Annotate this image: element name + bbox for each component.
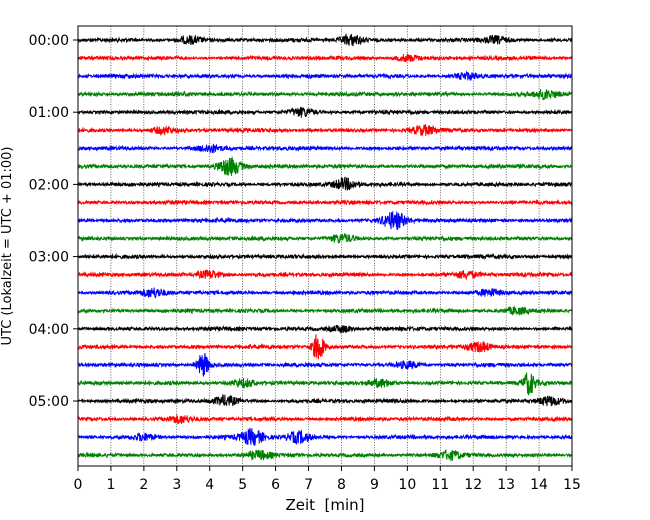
trace-line: [77, 414, 573, 425]
trace-line: [77, 156, 573, 176]
x-tick-label: 2: [139, 477, 148, 493]
y-tick-label: 04:00: [29, 322, 69, 338]
x-tick-label: 15: [563, 477, 581, 493]
y-tick-label: 00:00: [29, 33, 69, 49]
trace-line: [77, 448, 573, 462]
trace-line: [77, 334, 573, 360]
x-tick-label: 4: [205, 477, 214, 493]
x-axis-title: Zeit [min]: [285, 496, 364, 514]
x-tick-label: 1: [106, 477, 115, 493]
trace-line: [77, 372, 573, 396]
y-tick-label: 02:00: [29, 177, 69, 193]
x-tick-label: 3: [172, 477, 181, 493]
trace-line: [77, 143, 573, 154]
x-tick-label: 10: [398, 477, 416, 493]
trace-line: [77, 305, 573, 316]
y-tick-label: 01:00: [29, 105, 69, 121]
x-tick-label: 8: [337, 477, 346, 493]
y-axis-ticks: 00:00 01:00 02:00 03:00 04:00 05:00: [29, 33, 78, 410]
x-tick-label: 0: [74, 477, 83, 493]
x-tick-label: 6: [271, 477, 280, 493]
trace-lines: [77, 33, 573, 462]
y-tick-label: 05:00: [29, 394, 69, 410]
plot-frame: [77, 25, 573, 467]
grid-lines: [110, 26, 540, 466]
trace-line: [77, 106, 573, 118]
trace-line: [77, 269, 573, 281]
trace-line: [77, 324, 573, 334]
x-tick-label: 7: [304, 477, 313, 493]
trace-line: [77, 198, 573, 207]
trace-line: [77, 53, 573, 63]
trace-line: [77, 427, 573, 447]
trace-line: [77, 233, 573, 244]
trace-line: [77, 287, 573, 299]
trace-line: [77, 394, 573, 407]
trace-line: [77, 124, 573, 137]
trace-line: [77, 211, 573, 230]
x-tick-label: 5: [238, 477, 247, 493]
trace-line: [77, 252, 573, 261]
y-tick-label: 03:00: [29, 250, 69, 266]
trace-line: [77, 70, 573, 81]
x-tick-label: 13: [497, 477, 515, 493]
x-tick-label: 12: [464, 477, 482, 493]
y-axis-title: UTC (Lokalzeit = UTC + 01:00): [0, 147, 15, 346]
trace-line: [77, 352, 573, 377]
x-tick-label: 11: [431, 477, 449, 493]
trace-line: [77, 33, 573, 47]
trace-line: [77, 176, 573, 191]
x-tick-label: 9: [370, 477, 379, 493]
x-tick-label: 14: [530, 477, 548, 493]
x-axis-ticks: 0 1 2 3 4 5 6 7 8 9 10 11 12 13 14 15: [74, 466, 581, 493]
trace-line: [77, 89, 573, 101]
